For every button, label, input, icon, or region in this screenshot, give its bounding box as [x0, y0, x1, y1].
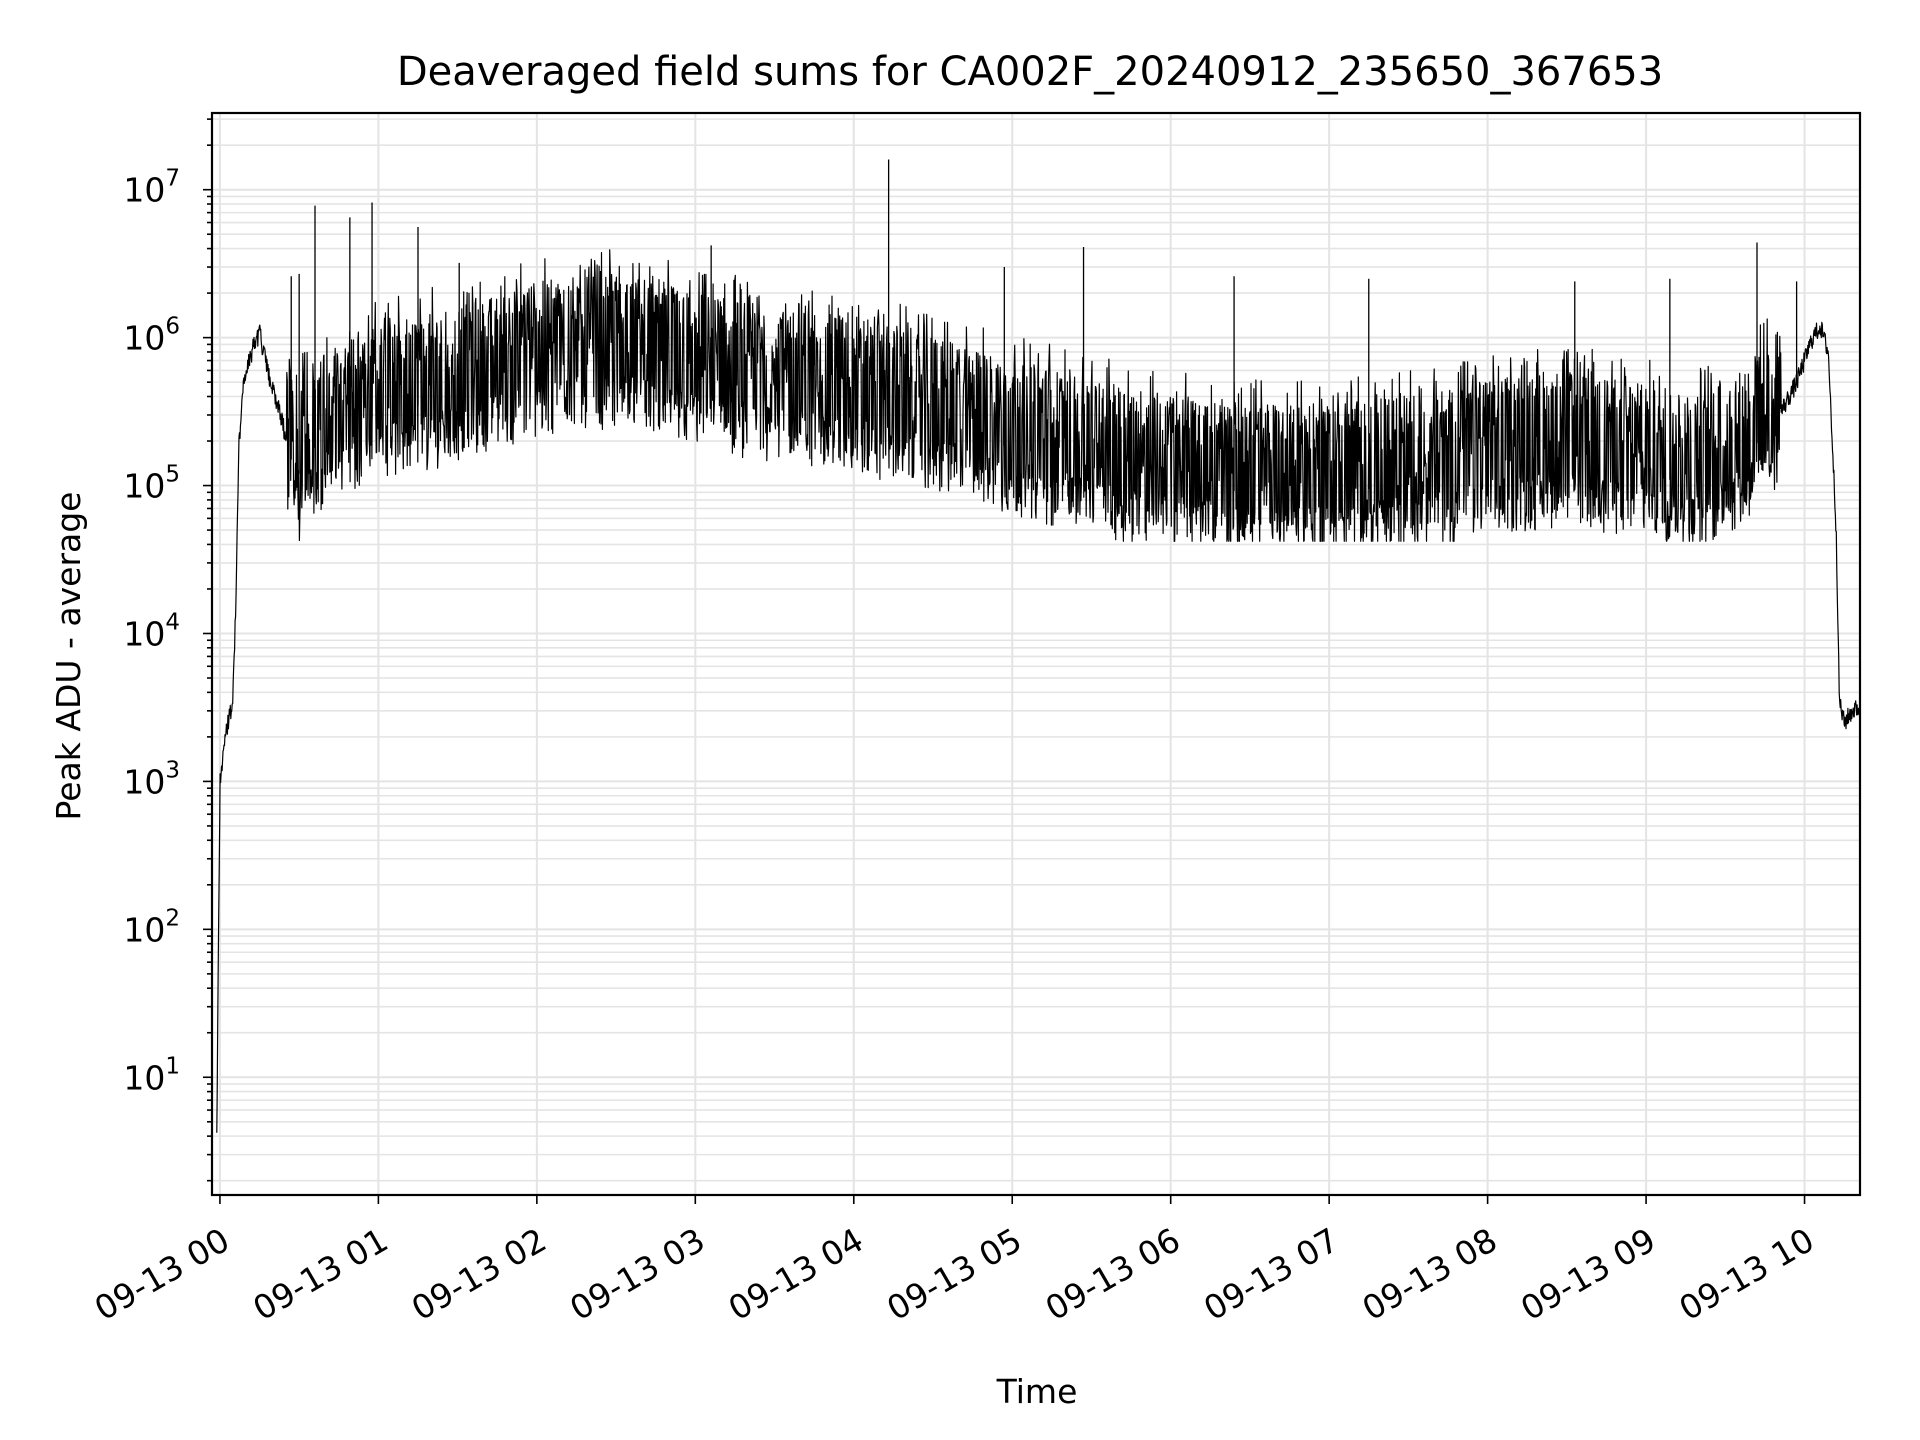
y-tick-label: 103	[123, 757, 180, 801]
chart-title: Deaveraged field sums for CA002F_2024091…	[397, 49, 1663, 95]
y-axis-label: Peak ADU - average	[49, 492, 88, 821]
y-tick-label: 107	[123, 166, 180, 210]
series-layer	[216, 159, 1861, 1133]
y-axis: 101 102 103 104 105 106 107	[123, 118, 212, 1182]
y-tick-label: 104	[123, 609, 180, 653]
y-tick-label: 105	[123, 462, 180, 506]
grid	[212, 113, 1860, 1195]
y-tick-label: 102	[123, 905, 180, 949]
y-tick-label: 101	[123, 1053, 180, 1097]
y-tick-label: 106	[123, 314, 180, 358]
data-series-line	[216, 249, 1861, 1133]
plot-frame	[210, 111, 1862, 1197]
x-axis-label: Time	[996, 1372, 1078, 1411]
